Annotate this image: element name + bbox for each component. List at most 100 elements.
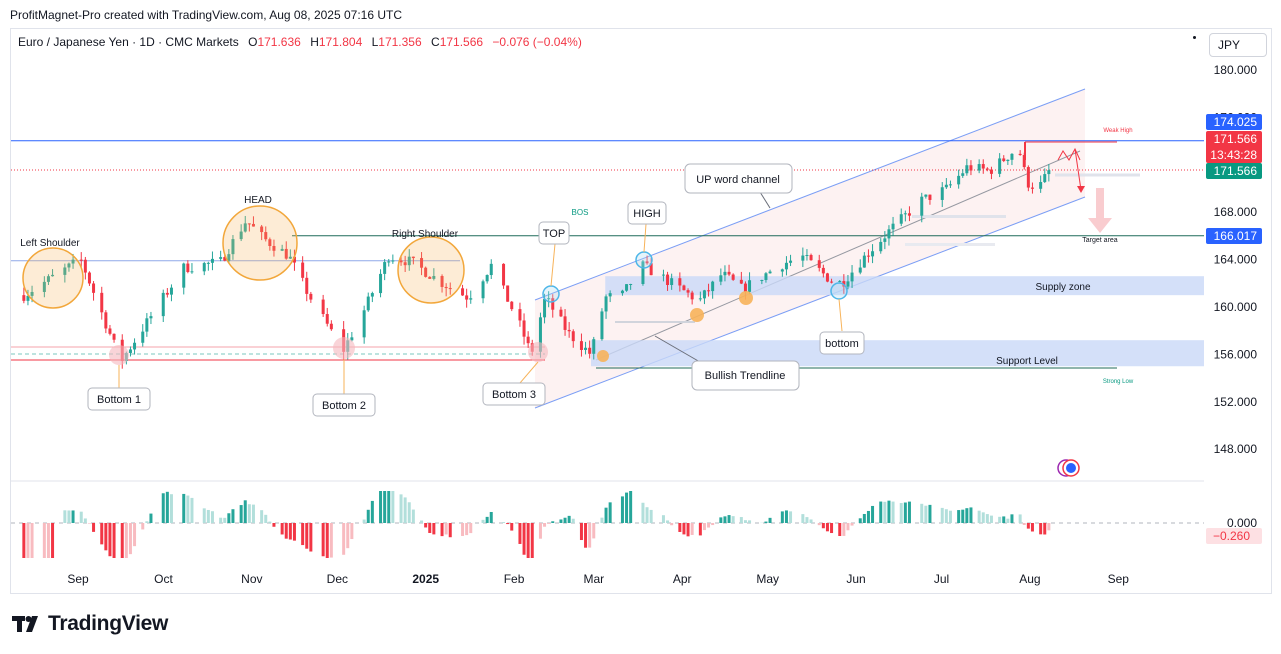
target-area-label: Target area <box>1082 237 1118 244</box>
candle-body <box>223 257 227 261</box>
oscillator-bar <box>420 520 424 523</box>
candle-body <box>928 194 932 200</box>
candle-body <box>760 279 764 281</box>
symbol-legend: Euro / Japanese Yen · 1D · CMC Markets O… <box>18 35 582 49</box>
candle-body <box>424 267 428 277</box>
oscillator-tick-label: 0.000 <box>1227 516 1257 530</box>
candle-body <box>219 257 223 259</box>
open-value: 171.636 <box>257 35 301 49</box>
bottom-1-callout-box <box>87 387 151 411</box>
oscillator-bar <box>604 507 608 523</box>
oscillator-bar <box>145 521 149 523</box>
oscillator-bar <box>489 511 493 523</box>
candle-body <box>780 269 784 272</box>
oscillator-bar <box>432 523 436 535</box>
oscillator-bar <box>1047 523 1051 531</box>
candle-body <box>702 290 706 299</box>
oscillator-bar <box>743 520 747 523</box>
candle-body <box>432 276 436 279</box>
bottom-2-callout-box <box>312 393 376 417</box>
candle-body <box>604 296 608 312</box>
trendline-callout-connector <box>654 335 701 363</box>
oscillator-bar <box>924 505 928 523</box>
oscillator-bar <box>391 491 395 523</box>
candle-body <box>879 241 883 252</box>
candle-body <box>182 263 186 288</box>
oscillator-bar <box>571 518 575 523</box>
high-value: 171.804 <box>318 35 363 49</box>
candle-body <box>625 284 629 291</box>
candle-body <box>92 283 96 293</box>
candle-body <box>846 281 850 287</box>
candle-body <box>920 196 924 216</box>
symbol-name[interactable]: Euro / Japanese Yen · 1D · CMC Markets <box>18 35 239 49</box>
oscillator-bar <box>977 510 981 523</box>
oscillator-bar <box>649 509 653 523</box>
candle-body <box>559 309 563 317</box>
candle-body <box>309 293 313 300</box>
currency-button[interactable]: JPY <box>1209 33 1267 57</box>
candle-body <box>871 251 875 257</box>
oscillator-bar <box>100 523 104 545</box>
candle-body <box>461 288 465 296</box>
oscillator-bar <box>739 517 743 523</box>
candle-body <box>145 318 149 332</box>
candle-body <box>957 175 961 185</box>
candle-body <box>469 298 473 300</box>
top-marker <box>542 285 560 303</box>
oscillator-bar <box>608 502 612 523</box>
candle-body <box>79 259 83 261</box>
oscillator-bar <box>821 523 825 529</box>
channel-callout-box <box>684 163 793 194</box>
oscillator-bar <box>944 509 948 523</box>
candle-body <box>961 173 965 176</box>
oscillator-bar <box>731 516 735 523</box>
time-axis-label: Nov <box>241 572 262 586</box>
oscillator-bar <box>46 523 50 558</box>
candle-body <box>420 258 424 268</box>
candle-body <box>292 256 296 263</box>
candle-body <box>858 267 862 273</box>
oscillator-bar <box>92 523 96 532</box>
time-axis-label: Oct <box>154 572 173 586</box>
oscillator-bar <box>383 491 387 523</box>
candle-body <box>128 349 132 353</box>
oscillator-bar <box>465 523 469 536</box>
candle-body <box>1026 167 1030 188</box>
oscillator-bar <box>63 510 67 523</box>
oscillator-bar <box>223 517 227 523</box>
oscillator-bar <box>272 523 276 527</box>
candle-body <box>821 267 825 274</box>
time-axis-label: Jun <box>846 572 865 586</box>
up-channel-fill <box>535 89 1085 408</box>
oscillator-bar <box>325 523 329 558</box>
candle-body <box>600 311 604 340</box>
oscillator-bar <box>30 523 34 558</box>
oscillator-bar <box>567 515 571 523</box>
candle-body <box>104 312 108 329</box>
candle-body <box>989 169 993 174</box>
top-callout: TOP <box>543 228 565 240</box>
candle-body <box>22 295 26 301</box>
price-tick-label: 152.000 <box>1214 395 1258 409</box>
candle-body <box>260 226 264 233</box>
candle-body <box>325 314 329 324</box>
candle-body <box>251 223 255 227</box>
candle-body <box>588 347 592 354</box>
candle-body <box>440 276 444 287</box>
candle-body <box>698 298 702 300</box>
candle-body <box>850 272 854 282</box>
candle-body <box>370 293 374 297</box>
oscillator-bar <box>723 516 727 523</box>
candle-body <box>518 309 522 321</box>
oscillator-bar <box>666 520 670 523</box>
oscillator-bar <box>481 519 485 523</box>
oscillator-bar <box>563 517 567 523</box>
target-arrow <box>1088 188 1112 233</box>
more-icon[interactable] <box>1193 36 1196 39</box>
trendline-touch-2 <box>690 308 704 322</box>
candle-body <box>690 292 694 300</box>
candle-body <box>649 263 653 276</box>
time-axis-label: Feb <box>504 572 525 586</box>
